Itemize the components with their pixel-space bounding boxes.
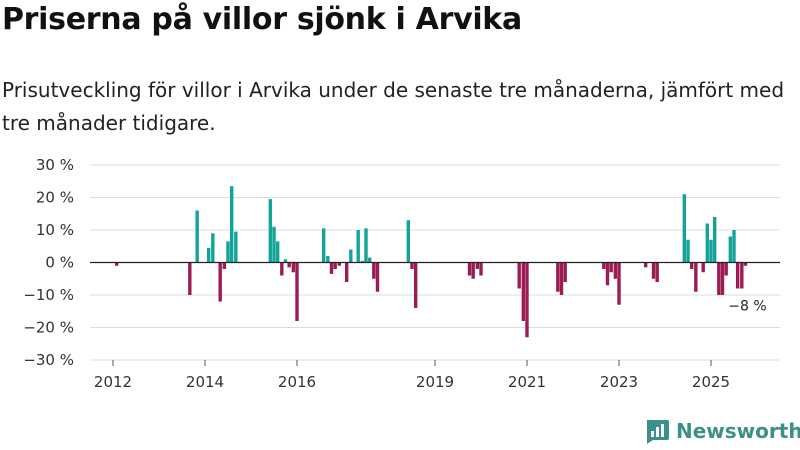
x-tick-label: 2016 (278, 373, 316, 391)
annotations: −8 % (728, 299, 766, 315)
y-tick-label: 10 % (36, 221, 74, 239)
bar (609, 262, 613, 273)
bar (617, 262, 621, 305)
x-tick-label: 2025 (692, 373, 730, 391)
bar (712, 217, 717, 263)
bar (728, 236, 733, 263)
bar (705, 223, 710, 263)
bar (211, 233, 215, 263)
bar (686, 239, 690, 263)
bars (114, 186, 748, 338)
bar (720, 262, 725, 295)
bar (372, 262, 376, 279)
bar (206, 247, 211, 263)
y-tick-label: −30 % (23, 351, 74, 369)
bar (709, 239, 713, 263)
bar (114, 262, 119, 266)
bar (226, 241, 230, 263)
newsworthy-logo-text: Newsworthy (676, 419, 800, 443)
bar (229, 186, 234, 263)
bar (743, 262, 748, 266)
x-tick-label: 2012 (94, 373, 132, 391)
bar (471, 262, 475, 279)
newsworthy-logo: Newsworthy (644, 418, 800, 444)
bar (234, 231, 238, 263)
bar (602, 262, 606, 269)
bar (413, 262, 418, 308)
bar (694, 262, 698, 292)
y-tick-label: 20 % (36, 189, 74, 207)
bar (740, 262, 744, 289)
bar (367, 257, 372, 263)
chart-subtitle: Prisutveckling för villor i Arvika under… (2, 78, 785, 135)
bar (655, 262, 659, 282)
y-tick-label: −20 % (23, 319, 74, 337)
bar (280, 262, 284, 276)
bar (283, 259, 288, 263)
bar (222, 262, 227, 269)
bar (651, 262, 656, 279)
chart-title: Priserna på villor sjönk i Arvika (2, 2, 522, 37)
bar (556, 262, 560, 292)
x-tick-label: 2023 (600, 373, 638, 391)
bar (360, 260, 365, 263)
bar (218, 262, 222, 302)
bar (410, 262, 414, 269)
bar (321, 228, 326, 263)
bar-chart: 30 %20 %10 %0 %−10 %−20 %−30 % 2012 2014 2… (23, 156, 780, 391)
bar (406, 220, 411, 263)
bar (356, 230, 360, 263)
bar (326, 256, 330, 263)
y-tick-label: 0 % (45, 254, 74, 272)
bar (605, 262, 610, 286)
bar (291, 262, 296, 273)
x-tick-label: 2021 (508, 373, 546, 391)
bar (349, 249, 353, 263)
y-tick-label: −10 % (23, 286, 74, 304)
bar (268, 199, 273, 263)
bar (195, 210, 199, 263)
bar (689, 262, 694, 269)
bar (272, 226, 276, 263)
bar (724, 262, 728, 276)
y-tick-label: 30 % (36, 156, 74, 174)
bar (682, 194, 687, 263)
bar (364, 228, 368, 263)
bar (735, 262, 740, 289)
x-tick-label: 2014 (186, 373, 224, 391)
bar (467, 262, 472, 276)
bar (344, 262, 349, 282)
bar (337, 262, 342, 266)
bar (613, 262, 618, 279)
newsworthy-logo-icon (647, 420, 669, 444)
bar (287, 262, 291, 268)
bar (717, 262, 721, 295)
bar (521, 262, 526, 321)
bar (559, 262, 564, 295)
bar (295, 262, 299, 321)
bar (188, 262, 192, 295)
bar (275, 241, 280, 263)
bar (701, 262, 705, 273)
x-tick-label: 2019 (416, 373, 454, 391)
annotation-label: −8 % (728, 299, 766, 315)
bar (375, 262, 380, 292)
bar (643, 262, 648, 268)
bar (525, 262, 529, 338)
bar (329, 262, 334, 274)
x-axis: 2012 2014 2016 2019 2021 2023 2025 (94, 360, 730, 391)
bar (333, 262, 337, 269)
bar (479, 262, 483, 276)
bar (732, 230, 736, 263)
bar (517, 262, 521, 289)
y-axis: 30 % 20 % 10 % 0 % −10 % −20 % −30 % (23, 156, 74, 369)
bar (475, 262, 480, 269)
bar (563, 262, 567, 282)
